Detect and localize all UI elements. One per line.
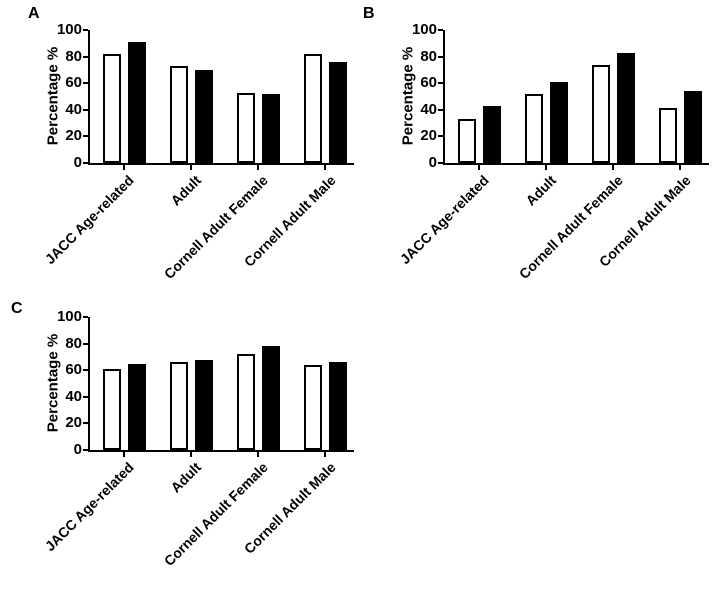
- x-tick-mark: [257, 165, 259, 170]
- y-tick-label: 80: [420, 47, 437, 65]
- bar-filled: [328, 362, 347, 450]
- y-tick-label: 80: [65, 334, 82, 352]
- y-tick-label: 40: [65, 387, 82, 405]
- bar-filled: [328, 62, 347, 163]
- bar-open: [169, 362, 188, 450]
- bar-filled: [194, 360, 213, 450]
- bar-filled: [127, 42, 146, 163]
- y-tick-mark: [83, 316, 88, 318]
- y-tick-label: 0: [73, 441, 82, 458]
- bar-filled: [261, 346, 280, 450]
- x-tick-mark: [123, 165, 125, 170]
- bar-open: [303, 365, 322, 450]
- panel-a: A Percentage % 0 20 40 60 80 100 JACC Age-rela…: [0, 0, 355, 298]
- x-tick-mark: [123, 452, 125, 457]
- x-tick-mark: [324, 165, 326, 170]
- bar-open: [236, 354, 255, 450]
- y-tick-label: 0: [428, 154, 437, 171]
- x-category-label: JACC Age-related: [397, 172, 493, 268]
- x-category-label: Adult: [522, 172, 560, 209]
- y-tick-mark: [83, 162, 88, 164]
- bar-open: [102, 369, 121, 450]
- y-tick-label: 20: [65, 414, 82, 432]
- x-category-label: JACC Age-related: [42, 459, 138, 555]
- y-tick-mark: [438, 29, 443, 31]
- bar-filled: [482, 106, 501, 163]
- y-tick-mark: [438, 135, 443, 138]
- bar-open: [169, 66, 188, 163]
- bar-filled: [549, 82, 568, 163]
- y-tick-label: 60: [420, 74, 437, 92]
- y-tick-mark: [83, 108, 88, 111]
- x-tick-mark: [612, 165, 614, 170]
- y-tick-mark: [438, 162, 443, 164]
- panel-b-label: B: [363, 5, 375, 22]
- bar-filled: [127, 364, 146, 450]
- bar-open: [658, 108, 677, 163]
- plot-area: 0 20 40 60 80 100 JACC Age-related Adult Cornell…: [42, 21, 354, 282]
- bar-filled: [616, 53, 635, 163]
- x-tick-mark: [478, 165, 480, 170]
- y-tick-label: 100: [56, 308, 82, 325]
- y-tick-mark: [83, 135, 88, 138]
- x-tick-mark: [679, 165, 681, 170]
- y-tick-mark: [83, 82, 88, 85]
- y-tick-label: 80: [65, 47, 82, 65]
- y-tick-label: 20: [65, 127, 82, 145]
- panel-b: B Percentage % 0 20 40 60 80 100 JACC Age-rela…: [355, 0, 710, 298]
- y-tick-mark: [438, 108, 443, 111]
- x-category-label: Adult: [167, 172, 205, 209]
- panel-a-label: A: [28, 5, 40, 22]
- y-tick-mark: [83, 342, 88, 345]
- y-tick-label: 40: [420, 100, 437, 118]
- bar-open: [303, 54, 322, 163]
- bar-filled: [683, 91, 702, 163]
- y-tick-label: 60: [65, 361, 82, 379]
- bar-open: [591, 65, 610, 163]
- y-tick-label: 100: [411, 21, 437, 38]
- plot-area: 0 20 40 60 80 100 JACC Age-related Adult Cornell…: [397, 21, 709, 282]
- y-tick-mark: [438, 82, 443, 85]
- plot-area: 0 20 40 60 80 100 JACC Age-related Adult Cornell…: [42, 308, 354, 569]
- x-tick-mark: [257, 452, 259, 457]
- y-tick-mark: [83, 449, 88, 451]
- y-tick-label: 0: [73, 154, 82, 171]
- bar-filled: [194, 70, 213, 163]
- bar-open: [457, 119, 476, 163]
- y-tick-mark: [83, 369, 88, 372]
- x-category-label: Adult: [167, 459, 205, 496]
- y-tick-label: 20: [420, 127, 437, 145]
- y-tick-label: 100: [56, 21, 82, 38]
- x-tick-mark: [190, 165, 192, 170]
- bar-open: [236, 93, 255, 163]
- x-tick-mark: [190, 452, 192, 457]
- x-tick-mark: [545, 165, 547, 170]
- bar-open: [524, 94, 543, 163]
- x-category-label: JACC Age-related: [42, 172, 138, 268]
- x-tick-mark: [324, 452, 326, 457]
- panel-c: C Percentage % 0 20 40 60 80 100 JACC Age-rela…: [0, 287, 355, 585]
- y-tick-mark: [438, 55, 443, 58]
- y-tick-label: 40: [65, 100, 82, 118]
- y-tick-mark: [83, 395, 88, 398]
- y-tick-mark: [83, 29, 88, 31]
- bar-filled: [261, 94, 280, 163]
- bar-open: [102, 54, 121, 163]
- panel-c-label: C: [11, 300, 23, 317]
- y-tick-label: 60: [65, 74, 82, 92]
- y-tick-mark: [83, 55, 88, 58]
- y-tick-mark: [83, 422, 88, 425]
